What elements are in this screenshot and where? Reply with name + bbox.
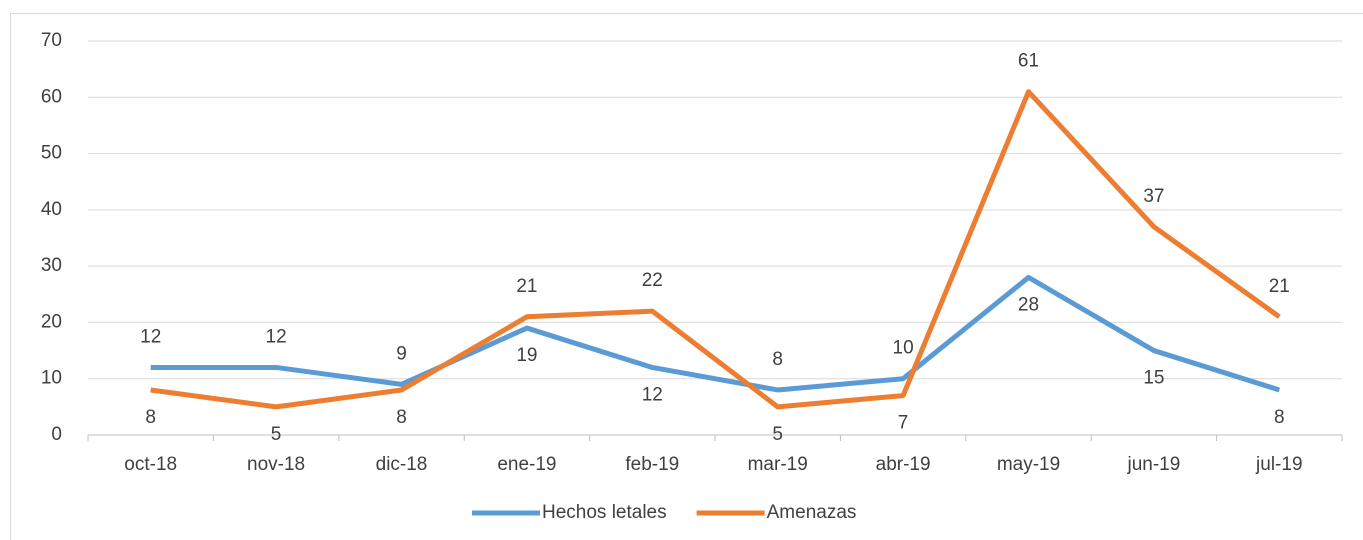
data-label: 12 [266,326,287,347]
data-label: 10 [893,338,914,359]
y-tick-label: 30 [41,255,62,276]
data-label: 21 [1269,276,1290,297]
chart-frame [10,13,1363,540]
x-tick-label: oct-18 [124,454,177,475]
data-label: 21 [516,276,537,297]
data-label: 22 [642,270,663,291]
y-tick-label: 60 [41,86,62,107]
y-tick-label: 10 [41,368,62,389]
x-tick-label: ene-19 [497,454,556,475]
x-tick-label: abr-19 [876,454,931,475]
legend-label: Hechos letales [542,502,667,523]
x-tick-label: feb-19 [625,454,679,475]
y-tick-label: 70 [41,30,62,51]
data-label: 9 [396,343,407,364]
y-tick-label: 0 [51,424,62,445]
data-label: 5 [271,424,282,445]
data-label: 12 [140,326,161,347]
data-label: 12 [642,384,663,405]
data-label: 8 [1274,407,1285,428]
legend-label: Amenazas [767,502,857,523]
data-label: 28 [1018,294,1039,315]
x-tick-label: jun-19 [1126,454,1180,475]
x-tick-label: mar-19 [748,454,808,475]
x-tick-label: dic-18 [376,454,428,475]
x-tick-label: may-19 [997,454,1060,475]
data-label: 37 [1143,186,1164,207]
data-label: 8 [396,407,407,428]
data-label: 7 [898,413,909,434]
series-line [150,274,1281,393]
data-label: 8 [772,349,783,370]
data-label: 15 [1143,368,1164,389]
x-tick-label: nov-18 [247,454,305,475]
y-tick-label: 20 [41,311,62,332]
data-label: 8 [145,407,156,428]
x-tick-label: jul-19 [1255,454,1302,475]
data-label: 61 [1018,51,1039,72]
series-line [150,89,1281,410]
data-label: 19 [516,345,537,366]
data-label: 5 [772,424,783,445]
y-tick-label: 50 [41,143,62,164]
y-tick-label: 40 [41,199,62,220]
